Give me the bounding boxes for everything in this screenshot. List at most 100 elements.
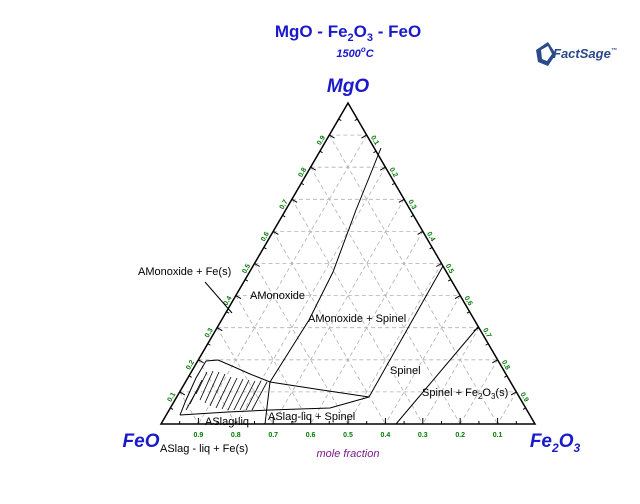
tie-line xyxy=(195,371,208,395)
tick-left xyxy=(329,134,335,139)
axis-tick-labels: 0.1 0.1 0.1 0.2 0.2 0.2 0.3 0.3 0.3 0.4 0.4 0.4 0.5 0… xyxy=(167,135,530,439)
grid-line-feo xyxy=(291,199,424,425)
tick-left xyxy=(226,311,230,314)
boundary-slag-left xyxy=(179,360,207,416)
tick-label-left: 0.5 xyxy=(241,263,252,275)
tick-right xyxy=(361,134,367,139)
tick-label-left: 0.6 xyxy=(260,231,271,243)
grid-line-feo xyxy=(328,134,498,425)
grid-line-feo xyxy=(216,327,274,425)
grid-line-feo xyxy=(254,263,349,425)
boundary-monoxide-fe xyxy=(205,359,271,383)
leader-amonoxide-fe xyxy=(204,281,233,314)
grid-line-fe2o3 xyxy=(198,134,368,425)
tick-label-right: 0.1 xyxy=(369,135,380,147)
axis-label-mole-fraction: mole fraction xyxy=(317,448,380,460)
tick-label-right: 0.2 xyxy=(388,167,399,179)
region-spinel: Spinel xyxy=(390,365,421,377)
boundary-spinel-right xyxy=(395,326,479,425)
tick-label-bottom: 0.5 xyxy=(343,432,353,439)
axis-ticks xyxy=(170,118,526,424)
tick-label-left: 0.4 xyxy=(223,295,234,307)
tick-right xyxy=(436,263,442,267)
grid-line-fe2o3 xyxy=(459,359,498,425)
tick-right xyxy=(410,214,414,218)
vertex-fe2o3-mid: O xyxy=(559,431,574,452)
tick-label-left: 0.7 xyxy=(279,199,290,211)
tick-left xyxy=(207,343,211,346)
tick-label-bottom: 0.9 xyxy=(194,432,204,439)
title-sub1: 2 xyxy=(348,32,354,44)
tick-left xyxy=(282,214,286,218)
title-prefix: MgO - Fe xyxy=(275,22,348,41)
tie-line xyxy=(239,380,256,411)
tick-left xyxy=(170,407,174,410)
region-amonoxide: AMonoxide xyxy=(250,290,305,302)
tie-line-hatching xyxy=(185,370,268,411)
temperature-value: 1500 xyxy=(336,48,361,60)
tick-label-bottom: 0.7 xyxy=(268,432,278,439)
tick-right xyxy=(504,375,508,378)
temperature-degree: o xyxy=(361,45,366,54)
tick-right xyxy=(379,166,386,171)
factsage-logo-text: FactSage xyxy=(553,46,611,61)
title-mid: O xyxy=(354,22,367,41)
region-amonoxide-spinel: AMonoxide + Spinel xyxy=(308,313,406,325)
diagram-title: MgO - Fe2O3 - FeO xyxy=(275,22,421,44)
temperature-label: 1500oC xyxy=(336,45,374,60)
region-spinel-fe2o3-b: O xyxy=(482,387,491,399)
tick-right xyxy=(354,118,358,121)
tick-right xyxy=(417,230,424,235)
region-amonoxide-fe: AMonoxide + Fe(s) xyxy=(138,266,231,278)
region-aslag-liq: ASlag-liq xyxy=(205,416,249,428)
boundary-slag-divider xyxy=(264,381,271,425)
grid-line-fe2o3 xyxy=(385,295,461,425)
vertex-fe2o3-prefix: Fe xyxy=(530,431,553,452)
boundary-slag-spinel xyxy=(269,381,370,398)
region-aslag-liq-spinel: ASlag-liq + Spinel xyxy=(268,411,355,423)
tick-label-bottom: 0.6 xyxy=(306,432,316,439)
tick-right xyxy=(454,295,461,300)
tie-line xyxy=(245,380,262,411)
factsage-logo-tm: ™ xyxy=(611,47,617,54)
vertex-mgo: MgO xyxy=(327,76,369,97)
boundary-spinel-left xyxy=(368,265,444,398)
tick-label-left: 0.9 xyxy=(316,135,327,147)
tick-label-right: 0.4 xyxy=(425,231,436,243)
region-spinel-fe2o3-c: (s) xyxy=(495,387,508,399)
title-suffix: - FeO xyxy=(373,22,421,41)
grid-line-fe2o3 xyxy=(422,327,480,425)
tick-right xyxy=(522,407,526,410)
tick-left xyxy=(235,295,242,300)
tick-right xyxy=(398,198,405,203)
factsage-logo: FactSage™ xyxy=(536,42,617,66)
tick-label-left: 0.3 xyxy=(204,327,215,339)
tick-label-right: 0.7 xyxy=(481,327,492,339)
tick-right xyxy=(391,182,395,186)
tick-label-left: 0.1 xyxy=(167,391,178,403)
tick-label-left: 0.2 xyxy=(185,359,196,371)
region-spinel-fe2o3-a: Spinel + Fe xyxy=(422,387,478,399)
grid-line-feo xyxy=(198,359,237,425)
tick-label-right: 0.8 xyxy=(500,359,511,371)
tick-left xyxy=(319,150,323,154)
tick-right xyxy=(447,279,452,282)
boundary-monoxide-spinel xyxy=(269,147,382,383)
tick-label-right: 0.5 xyxy=(444,263,455,275)
tick-label-bottom: 0.1 xyxy=(493,432,503,439)
boundary-slag-lower xyxy=(179,396,370,416)
svg-text:FactSage™: FactSage™ xyxy=(553,46,617,61)
grid-line-feo xyxy=(235,295,311,425)
tick-left xyxy=(263,247,267,250)
tie-line xyxy=(227,378,244,411)
tick-left xyxy=(254,263,260,267)
tick-label-left: 0.8 xyxy=(297,167,308,179)
tick-left xyxy=(291,198,298,203)
tick-left xyxy=(310,166,317,171)
grid-lines xyxy=(179,134,517,425)
title-sub2: 3 xyxy=(367,32,373,44)
vertex-fe2o3-sub2: 3 xyxy=(573,441,580,455)
tick-label-right: 0.6 xyxy=(462,295,473,307)
tick-right xyxy=(466,311,470,314)
